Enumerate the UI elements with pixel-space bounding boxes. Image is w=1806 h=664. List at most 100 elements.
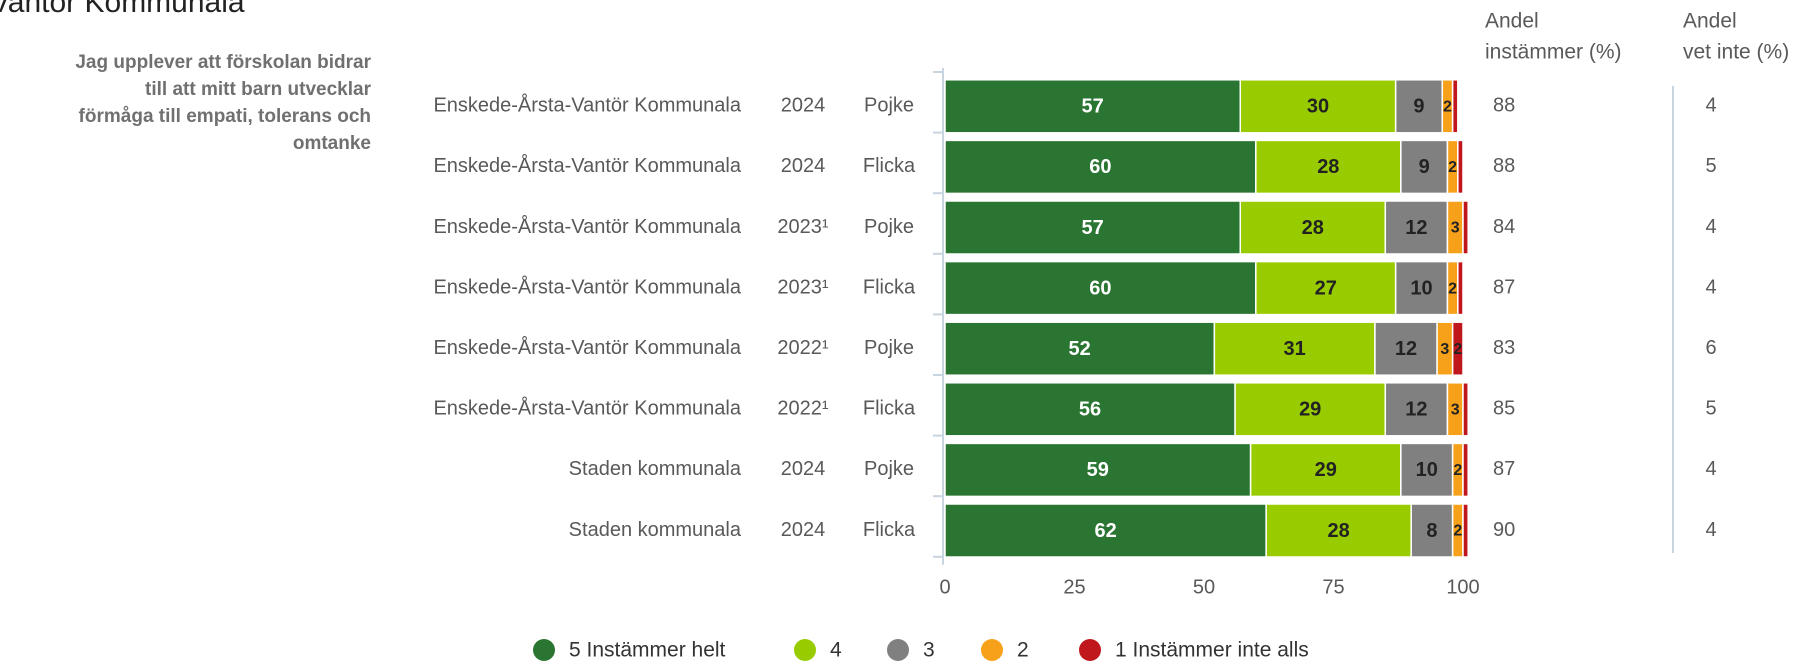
column-value: 4 [1705,519,1716,541]
segment-label: 57 [1082,217,1104,239]
segment-label: 57 [1082,96,1104,118]
x-tick-label: 25 [1063,576,1085,598]
column-header: Andel [1485,10,1539,33]
bar-segment [944,503,1267,558]
column-header: instämmer (%) [1485,41,1622,64]
group-label: Pojke [864,95,914,117]
bar-segment [1394,79,1444,134]
column-value: 5 [1705,155,1716,177]
question-text: till att mitt barn utvecklar [145,79,372,100]
segment-label: 10 [1416,459,1438,481]
bar-segment [944,200,1242,255]
year-label: 2024 [781,95,826,117]
group-label: Flicka [863,276,916,298]
column-value: 4 [1705,216,1716,238]
question-text: förmåga till empati, tolerans och [79,106,371,127]
bar-segment [1457,260,1464,316]
column-header: vet inte (%) [1683,41,1789,64]
bar-segment [1451,79,1459,134]
segment-label: 31 [1284,338,1306,360]
year-label: 2024 [781,458,826,480]
column-value: 88 [1493,155,1515,177]
legend-label: 5 Instämmer helt [569,639,726,662]
bar-segment [1400,442,1454,498]
bar-segment [944,321,1216,376]
group-label: Pojke [864,216,914,238]
legend-marker [887,639,909,661]
year-label: 2023¹ [777,216,828,238]
category-label: Enskede-Årsta-Vantör Kommunala [433,94,741,117]
bar-segment [1239,200,1387,255]
segment-label: 3 [1451,402,1460,419]
column-value: 83 [1493,337,1515,359]
legend-marker [794,639,816,661]
category-label: Enskede-Årsta-Vantör Kommunala [433,397,741,420]
segment-label: 8 [1426,520,1437,542]
year-label: 2024 [781,519,826,541]
bar-segment [1457,139,1464,195]
category-label: Staden kommunala [569,458,742,480]
column-value: 5 [1705,398,1716,420]
column-value: 90 [1493,519,1515,541]
segment-label: 2 [1443,99,1452,116]
group-label: Flicka [863,519,916,541]
x-tick-label: 50 [1193,576,1215,598]
column-value: 4 [1705,95,1716,117]
x-tick-label: 100 [1446,576,1479,598]
legend-label: 1 Instämmer inte alls [1115,639,1309,662]
category-label: Enskede-Årsta-Vantör Kommunala [433,215,741,238]
column-value: 88 [1493,95,1515,117]
column-value: 87 [1493,458,1515,480]
group-label: Flicka [863,155,916,177]
bar-segment [1462,503,1469,558]
x-tick-label: 75 [1322,576,1344,598]
column-value: 87 [1493,276,1515,298]
segment-label: 2 [1453,341,1462,358]
question-text: omtanke [293,133,371,154]
bar-segment [944,382,1236,437]
category-label: Enskede-Årsta-Vantör Kommunala [433,336,741,359]
category-label: Enskede-Årsta-Vantör Kommunala [433,154,741,177]
question-text: Jag upplever att förskolan bidrar [75,52,371,73]
column-value: 4 [1705,276,1716,298]
column-value: 4 [1705,458,1716,480]
segment-label: 52 [1069,338,1091,360]
segment-label: 28 [1328,520,1350,542]
year-label: 2023¹ [777,276,828,298]
year-label: 2022¹ [777,337,828,359]
segment-label: 60 [1089,277,1111,299]
bar-segment [1255,260,1397,316]
legend-label: 3 [923,639,935,662]
segment-label: 62 [1094,520,1116,542]
segment-label: 12 [1405,217,1427,239]
bar-segment [1462,442,1469,498]
segment-label: 29 [1299,399,1321,421]
legend-marker [533,639,555,661]
segment-label: 12 [1405,399,1427,421]
segment-label: 3 [1451,220,1460,237]
segment-label: 56 [1079,399,1101,421]
segment-label: 9 [1413,96,1424,118]
column-value: 6 [1705,337,1716,359]
column-header: Andel [1683,10,1737,33]
year-label: 2024 [781,155,826,177]
bar-segment [944,139,1257,195]
segment-label: 30 [1307,96,1329,118]
legend-marker [1079,639,1101,661]
category-label: Enskede-Årsta-Vantör Kommunala [433,275,741,298]
legend-marker [981,639,1003,661]
bar-segment [1374,321,1438,376]
segment-label: 9 [1419,156,1430,178]
segment-label: 28 [1317,156,1339,178]
bar-segment [1384,382,1449,437]
group-label: Flicka [863,398,916,420]
segment-label: 2 [1453,462,1462,479]
bar-segment [1213,321,1376,376]
segment-label: 2 [1448,159,1457,176]
legend-label: 4 [830,639,842,662]
segment-label: 10 [1410,277,1432,299]
column-value: 84 [1493,216,1515,238]
segment-label: 2 [1448,280,1457,297]
group-label: Pojke [864,337,914,359]
